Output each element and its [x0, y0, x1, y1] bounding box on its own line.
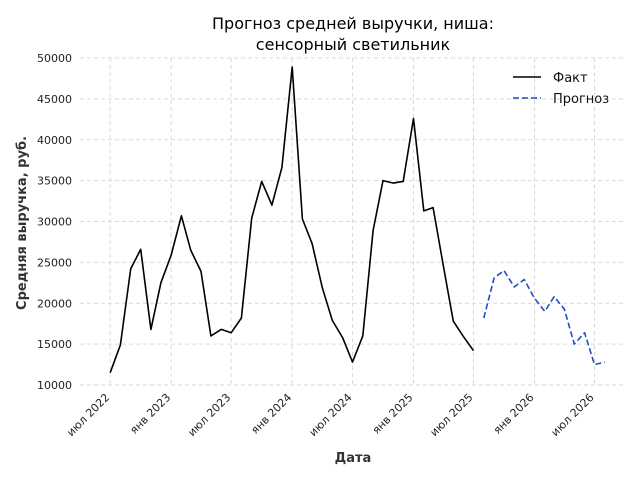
y-tick-label: 35000	[37, 175, 72, 188]
series-lines	[109, 66, 605, 373]
y-tick-label: 10000	[37, 379, 72, 392]
x-axis-ticks: июл 2022 янв 2023 июл 2023 янв 2024 июл 2024…	[64, 391, 596, 439]
y-tick-label: 20000	[37, 297, 72, 310]
x-tick-label: июл 2023	[185, 391, 233, 439]
grid	[80, 57, 625, 386]
y-tick-label: 15000	[37, 338, 72, 351]
y-tick-label: 30000	[37, 216, 72, 229]
x-tick-label: июл 2026	[549, 391, 597, 439]
y-tick-label: 40000	[37, 134, 72, 147]
chart-title-line-1: Прогноз средней выручки, ниша:	[212, 14, 494, 33]
x-tick-label: янв 2023	[127, 391, 173, 437]
legend-label-forecast: Прогноз	[553, 92, 609, 107]
x-tick-label: июл 2024	[307, 391, 355, 439]
legend-label-fact: Факт	[553, 71, 588, 86]
x-tick-label: июл 2022	[64, 391, 112, 439]
y-tick-label: 50000	[37, 52, 72, 65]
x-tick-label: янв 2026	[491, 391, 537, 437]
y-tick-label: 45000	[37, 93, 72, 106]
y-tick-label: 25000	[37, 256, 72, 269]
legend: Факт Прогноз	[513, 71, 609, 107]
series-line-fact	[109, 66, 475, 373]
x-axis-label: Дата	[335, 451, 372, 466]
y-axis-label: Средняя выручка, руб.	[15, 136, 30, 310]
x-tick-label: янв 2024	[248, 391, 294, 437]
chart-title-line-2: сенсорный светильник	[256, 35, 451, 54]
y-axis-ticks: 10000 15000 20000 25000 30000 35000 40000 45000…	[37, 52, 72, 392]
series-line-forecast	[483, 269, 605, 366]
x-tick-label: июл 2025	[428, 391, 476, 439]
x-tick-label: янв 2025	[370, 391, 416, 437]
